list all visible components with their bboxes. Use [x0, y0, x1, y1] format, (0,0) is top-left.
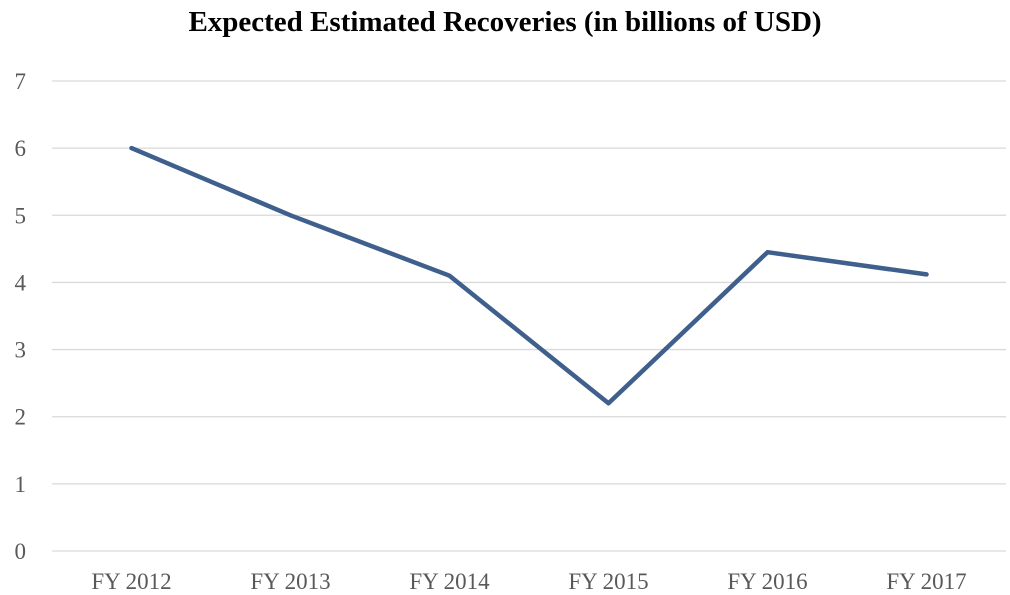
y-tick-label: 0: [15, 539, 27, 564]
chart-title: Expected Estimated Recoveries (in billio…: [188, 6, 822, 38]
y-tick-label: 7: [15, 69, 27, 94]
y-tick-label: 1: [15, 472, 27, 497]
x-tick-label: FY 2013: [250, 569, 330, 594]
x-tick-label: FY 2015: [568, 569, 648, 594]
x-tick-label: FY 2012: [91, 569, 171, 594]
x-tick-label: FY 2014: [409, 569, 490, 594]
series-layer: [129, 145, 929, 406]
y-tick-label: 2: [15, 405, 27, 430]
x-tick-label: FY 2017: [886, 569, 966, 594]
gridlines: [52, 80, 1006, 552]
y-axis-tick-labels: 0 1 2 3 4 5 6 7: [15, 69, 27, 564]
x-axis-tick-labels: FY 2012 FY 2013 FY 2014 FY 2015 FY 2016 FY 20…: [91, 569, 966, 594]
y-tick-label: 3: [15, 338, 27, 363]
y-tick-label: 4: [15, 270, 27, 295]
x-tick-label: FY 2016: [727, 569, 807, 594]
y-tick-label: 5: [15, 203, 27, 228]
y-tick-label: 6: [15, 136, 27, 161]
series-line: [129, 145, 929, 406]
